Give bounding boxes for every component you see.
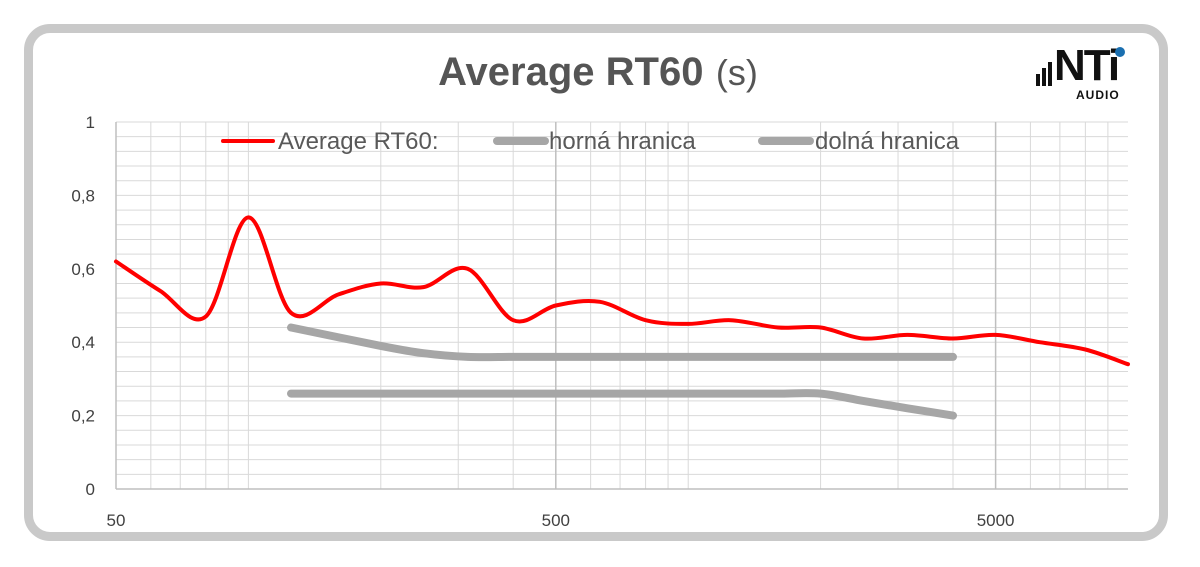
x-tick-label: 500 bbox=[542, 511, 570, 530]
y-tick-label: 0,8 bbox=[71, 186, 95, 205]
chart-title: Average RT60 (s) bbox=[438, 50, 758, 94]
logo-bars-icon bbox=[1036, 62, 1052, 86]
y-tick-label: 0,4 bbox=[71, 333, 95, 352]
legend: Average RT60: horná hranica dolná hranica bbox=[221, 128, 960, 155]
legend-label: horná hranica bbox=[549, 128, 696, 155]
nti-audio-logo: NTi AUDIO bbox=[1034, 41, 1125, 102]
grid bbox=[115, 121, 1128, 490]
legend-label: dolná hranica bbox=[815, 128, 960, 155]
chart-title-unit: (s) bbox=[716, 52, 758, 93]
series-line-3 bbox=[287, 389, 957, 420]
axis-labels: 0 0,2 0,4 0,6 0,8 1 50 500 5000 bbox=[71, 113, 1014, 530]
logo-dot-icon bbox=[1115, 47, 1125, 57]
series-line-2 bbox=[287, 323, 957, 362]
chart-title-main: Average RT60 bbox=[438, 50, 703, 94]
y-tick-label: 0,2 bbox=[71, 407, 95, 426]
x-tick-label: 50 bbox=[107, 511, 126, 530]
logo-sub-text: AUDIO bbox=[1076, 88, 1120, 102]
x-tick-label: 5000 bbox=[977, 511, 1015, 530]
series-line-1 bbox=[114, 215, 1130, 367]
y-tick-label: 0 bbox=[86, 480, 95, 499]
logo-main-text: NTi bbox=[1054, 41, 1120, 90]
y-tick-label: 1 bbox=[86, 113, 95, 132]
chart-frame bbox=[24, 24, 1168, 541]
series-layer bbox=[114, 215, 1130, 420]
y-tick-label: 0,6 bbox=[71, 260, 95, 279]
legend-label: Average RT60: bbox=[278, 128, 439, 155]
